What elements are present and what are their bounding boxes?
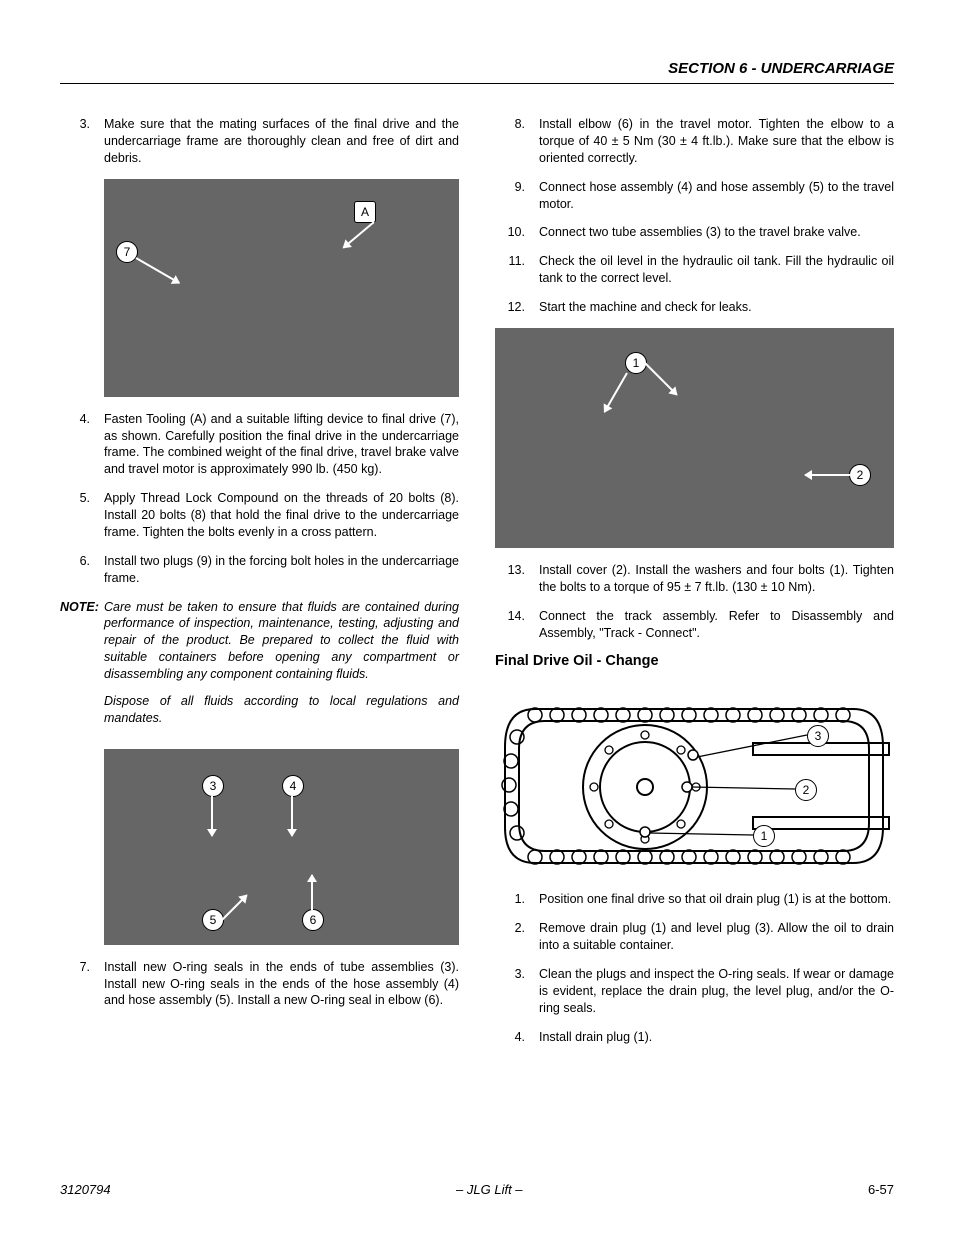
list-item: 8.Install elbow (6) in the travel motor.… (495, 116, 894, 167)
list-item: 4.Install drain plug (1). (495, 1029, 894, 1046)
item-text: Remove drain plug (1) and level plug (3)… (539, 920, 894, 954)
item-number: 8. (495, 116, 539, 167)
item-text: Position one final drive so that oil dra… (539, 891, 894, 908)
item-text: Start the machine and check for leaks. (539, 299, 894, 316)
list-item: 6.Install two plugs (9) in the forcing b… (60, 553, 459, 587)
item-text: Install cover (2). Install the washers a… (539, 562, 894, 596)
list-item: 9.Connect hose assembly (4) and hose ass… (495, 179, 894, 213)
page-footer: 3120794 – JLG Lift – 6-57 (60, 1182, 894, 1197)
item-number: 3. (60, 116, 104, 167)
footer-doc-number: 3120794 (60, 1182, 111, 1197)
left-column: 3.Make sure that the mating surfaces of … (60, 116, 459, 1058)
item-number: 13. (495, 562, 539, 596)
item-text: Apply Thread Lock Compound on the thread… (104, 490, 459, 541)
item-text: Check the oil level in the hydraulic oil… (539, 253, 894, 287)
list-item: 14.Connect the track assembly. Refer to … (495, 608, 894, 642)
right-column: 8.Install elbow (6) in the travel motor.… (495, 116, 894, 1058)
item-text: Connect hose assembly (4) and hose assem… (539, 179, 894, 213)
note-text: Care must be taken to ensure that fluids… (104, 599, 459, 737)
callout-2: 2 (849, 464, 871, 486)
callout-4: 4 (282, 775, 304, 797)
list-item: 1.Position one final drive so that oil d… (495, 891, 894, 908)
callout-3: 3 (202, 775, 224, 797)
list-item: 12.Start the machine and check for leaks… (495, 299, 894, 316)
item-number: 2. (495, 920, 539, 954)
footer-page-number: 6-57 (868, 1182, 894, 1197)
item-number: 11. (495, 253, 539, 287)
list-item: 11.Check the oil level in the hydraulic … (495, 253, 894, 287)
figure-cover-install: 1 2 (495, 328, 894, 548)
list-item: 13.Install cover (2). Install the washer… (495, 562, 894, 596)
item-text: Fasten Tooling (A) and a suitable liftin… (104, 411, 459, 479)
callout-7: 7 (116, 241, 138, 263)
item-number: 9. (495, 179, 539, 213)
note-label: NOTE: (60, 599, 104, 737)
item-number: 7. (60, 959, 104, 1010)
figure-final-drive-lifting: A 7 (104, 179, 459, 397)
item-number: 1. (495, 891, 539, 908)
item-text: Connect two tube assemblies (3) to the t… (539, 224, 894, 241)
footer-center: – JLG Lift – (456, 1182, 522, 1197)
callout-A: A (354, 201, 376, 223)
list-item: 10.Connect two tube assemblies (3) to th… (495, 224, 894, 241)
item-text: Install new O-ring seals in the ends of … (104, 959, 459, 1010)
section-header: SECTION 6 - UNDERCARRIAGE (60, 60, 894, 84)
list-item: 7.Install new O-ring seals in the ends o… (60, 959, 459, 1010)
item-number: 6. (60, 553, 104, 587)
item-number: 14. (495, 608, 539, 642)
item-text: Install two plugs (9) in the forcing bol… (104, 553, 459, 587)
item-number: 4. (60, 411, 104, 479)
figure-hose-assemblies: 3 4 5 6 (104, 749, 459, 945)
list-item: 4.Fasten Tooling (A) and a suitable lift… (60, 411, 459, 479)
list-item: 5.Apply Thread Lock Compound on the thre… (60, 490, 459, 541)
item-number: 5. (60, 490, 104, 541)
item-text: Install drain plug (1). (539, 1029, 894, 1046)
item-text: Make sure that the mating surfaces of th… (104, 116, 459, 167)
item-text: Connect the track assembly. Refer to Dis… (539, 608, 894, 642)
item-number: 4. (495, 1029, 539, 1046)
diagram-final-drive-oil: 3 2 1 (495, 677, 894, 877)
item-number: 3. (495, 966, 539, 1017)
callout-6: 6 (302, 909, 324, 931)
item-text: Install elbow (6) in the travel motor. T… (539, 116, 894, 167)
item-number: 10. (495, 224, 539, 241)
item-text: Clean the plugs and inspect the O-ring s… (539, 966, 894, 1017)
list-item: 3.Clean the plugs and inspect the O-ring… (495, 966, 894, 1017)
subheading-final-drive-oil: Final Drive Oil - Change (495, 653, 894, 669)
two-column-layout: 3.Make sure that the mating surfaces of … (60, 116, 894, 1058)
item-number: 12. (495, 299, 539, 316)
note-block: NOTE: Care must be taken to ensure that … (60, 599, 459, 737)
list-item: 3.Make sure that the mating surfaces of … (60, 116, 459, 167)
list-item: 2.Remove drain plug (1) and level plug (… (495, 920, 894, 954)
